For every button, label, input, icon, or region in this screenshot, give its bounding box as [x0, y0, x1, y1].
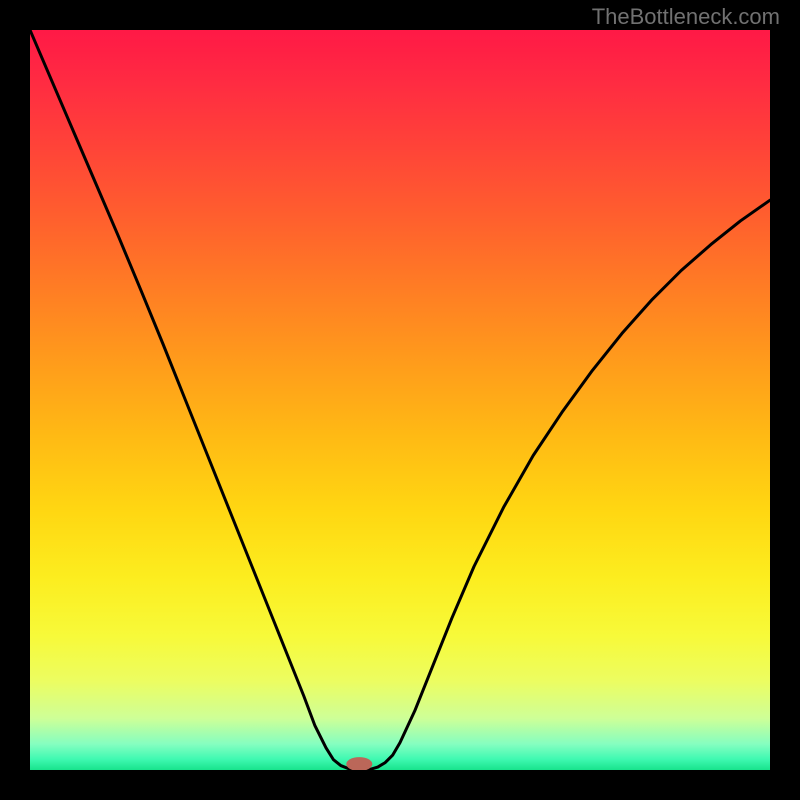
- bottleneck-chart-svg: [0, 0, 800, 800]
- chart-frame: TheBottleneck.com: [0, 0, 800, 800]
- gradient-background: [30, 30, 770, 770]
- watermark-text: TheBottleneck.com: [592, 4, 780, 30]
- optimal-point-marker: [346, 757, 372, 771]
